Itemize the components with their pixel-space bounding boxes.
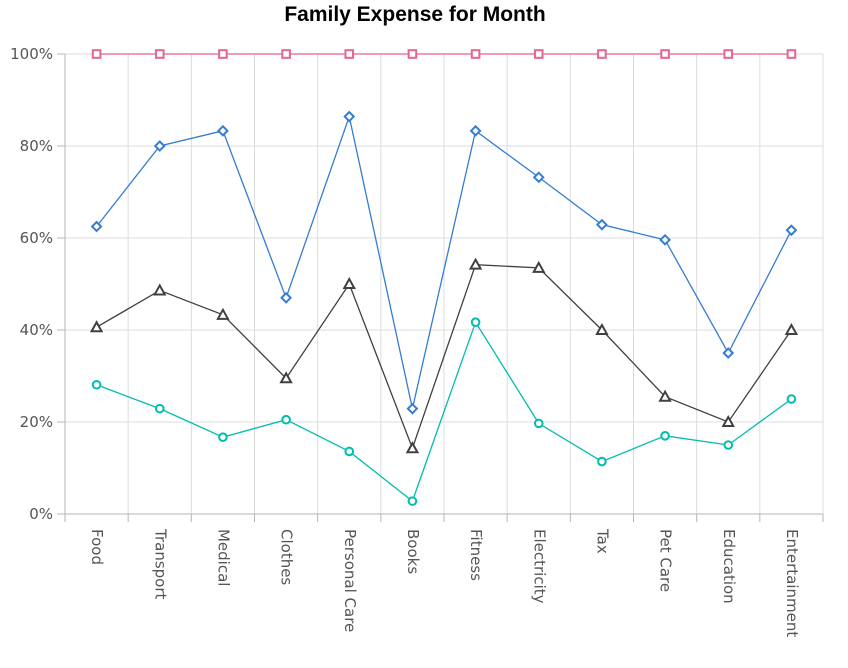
data-point — [216, 307, 230, 320]
data-point — [279, 371, 293, 384]
data-point — [217, 124, 229, 137]
x-tick-label: Fitness — [467, 529, 485, 581]
data-point — [597, 456, 607, 467]
data-point — [786, 49, 797, 59]
data-point — [280, 291, 292, 304]
data-point — [723, 440, 734, 450]
x-tick-label: Clothes — [278, 529, 296, 585]
data-point — [407, 49, 418, 59]
data-point — [406, 402, 419, 415]
data-point — [470, 49, 481, 59]
x-tick-label: Personal Care — [341, 529, 359, 632]
data-point — [532, 171, 545, 184]
x-tick-label: Entertainment — [783, 529, 801, 637]
data-point — [722, 347, 735, 359]
y-tick-label: 100% — [10, 45, 53, 63]
x-tick-label: Transport — [151, 528, 169, 600]
x-tick-label: Pet Care — [657, 529, 675, 592]
x-tick-label: Tax — [593, 528, 611, 554]
data-point — [723, 49, 734, 59]
data-point — [660, 431, 670, 441]
data-point — [660, 49, 670, 59]
data-point — [786, 394, 797, 404]
data-point — [153, 283, 167, 296]
data-point — [90, 220, 103, 233]
x-tick-label: Education — [720, 529, 738, 604]
y-tick-label: 40% — [20, 321, 53, 339]
x-tick-label: Food — [88, 529, 106, 565]
data-point — [658, 389, 672, 402]
series-line-3 — [96, 114, 792, 409]
data-point — [91, 49, 102, 59]
data-point — [91, 379, 102, 390]
y-tick-label: 20% — [20, 413, 53, 431]
data-point — [468, 257, 483, 270]
x-tick-label: Books — [404, 529, 422, 574]
data-point — [721, 414, 735, 427]
data-point — [344, 49, 355, 59]
data-point — [597, 49, 607, 59]
data-point — [470, 317, 481, 327]
y-tick-label: 60% — [20, 229, 53, 247]
data-point — [659, 233, 671, 246]
series-line-2 — [96, 264, 792, 451]
data-point — [154, 403, 165, 414]
data-point — [532, 260, 546, 273]
y-tick-label: 0% — [29, 505, 53, 523]
data-point — [595, 322, 609, 335]
data-point — [533, 418, 544, 429]
data-point — [596, 218, 608, 231]
data-point — [469, 124, 482, 137]
data-point — [218, 432, 228, 442]
data-point — [343, 110, 356, 123]
y-tick-label: 80% — [20, 137, 53, 155]
x-tick-label: Medical — [214, 529, 232, 586]
data-point — [785, 224, 798, 237]
x-tick-label: Electricity — [530, 529, 548, 604]
data-point — [344, 446, 355, 457]
data-point — [281, 49, 291, 59]
data-point — [342, 276, 356, 289]
data-point — [784, 322, 799, 335]
chart-title: Family Expense for Month — [284, 3, 546, 26]
data-point — [281, 414, 291, 425]
data-point — [153, 140, 166, 152]
data-point — [405, 441, 420, 454]
series-line-1 — [96, 320, 792, 503]
data-point — [154, 49, 165, 59]
data-point — [218, 49, 228, 59]
data-point — [407, 496, 418, 506]
data-point — [89, 320, 104, 333]
data-point — [533, 49, 544, 59]
